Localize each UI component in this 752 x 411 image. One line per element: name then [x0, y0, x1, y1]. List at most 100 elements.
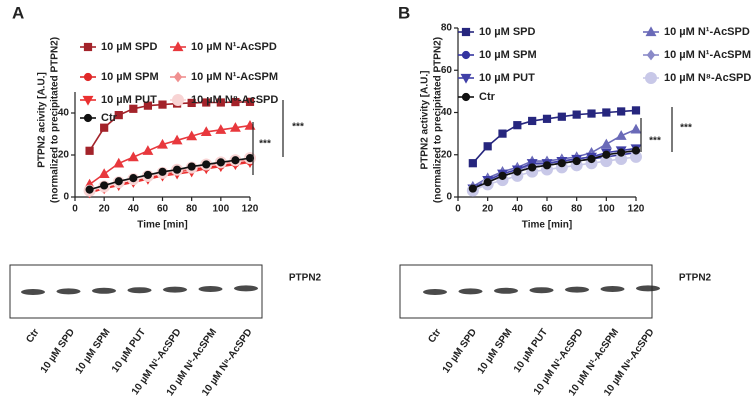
x-tick-label: 100 — [212, 204, 229, 215]
marker — [498, 171, 507, 180]
legend-label: 10 µM N¹-AcSPD — [191, 41, 277, 53]
legend-label: 10 µM PUT — [101, 94, 157, 106]
blot-band — [565, 286, 589, 293]
legend-label: Ctr — [101, 112, 118, 124]
marker — [461, 27, 471, 37]
series-line — [472, 151, 637, 190]
marker — [98, 168, 110, 178]
y-tick-label: 40 — [441, 107, 453, 118]
marker — [127, 151, 139, 162]
blot-band — [56, 288, 81, 295]
y-tick-label: 0 — [446, 192, 452, 203]
marker — [587, 109, 596, 118]
y-axis-label: (normalized to precipitated PTPN2) — [433, 37, 444, 203]
x-tick-label: 60 — [541, 204, 553, 215]
marker — [587, 154, 596, 164]
marker — [646, 49, 656, 61]
marker — [468, 159, 477, 168]
marker — [202, 98, 211, 107]
marker — [600, 138, 612, 149]
legend-label: 10 µM SPM — [101, 71, 159, 83]
marker — [602, 150, 611, 159]
legend-label: 10 µM N¹-AcSPD — [664, 26, 750, 38]
x-tick-label: 0 — [72, 204, 78, 215]
marker — [631, 106, 641, 115]
marker — [142, 145, 154, 155]
panel-label: B — [398, 3, 410, 22]
x-tick-label: 0 — [455, 204, 461, 215]
marker — [114, 111, 123, 120]
marker — [114, 177, 123, 186]
x-axis-label: Time [min] — [522, 220, 572, 231]
legend-label: Ctr — [479, 91, 496, 103]
lane-label: 10 µM SPM — [74, 327, 113, 376]
marker — [187, 98, 196, 108]
marker — [617, 107, 626, 116]
blot-band — [636, 285, 660, 292]
legend-label: 10 µM SPD — [479, 26, 536, 38]
marker — [200, 126, 212, 136]
marker — [645, 72, 657, 84]
lane-label: 10 µM SPM — [476, 327, 515, 376]
x-tick-label: 80 — [571, 204, 583, 215]
lane-label: 10 µM SPD — [441, 327, 479, 375]
blot-band — [234, 285, 258, 292]
blot-band — [494, 287, 518, 294]
marker — [172, 41, 184, 52]
blot-band — [600, 286, 625, 292]
marker — [630, 123, 642, 134]
marker — [572, 110, 581, 119]
x-axis-label: Time [min] — [137, 220, 187, 231]
marker — [100, 181, 109, 190]
blot-band — [198, 286, 223, 292]
y-axis-label: (normalized to precipitated PTPN2) — [50, 37, 61, 203]
legend-label: 10 µM N⁸-AcSPD — [191, 94, 278, 106]
marker — [202, 160, 211, 169]
marker — [231, 156, 240, 165]
blot-band — [458, 288, 483, 295]
blot-label: PTPN2 — [679, 273, 712, 284]
marker — [158, 167, 167, 176]
legend-label: 10 µM N¹-AcSPM — [191, 71, 278, 83]
marker — [231, 97, 240, 107]
marker — [83, 42, 93, 52]
x-tick-label: 40 — [512, 204, 524, 215]
blot-band — [127, 287, 152, 294]
marker — [631, 146, 641, 155]
marker — [215, 124, 227, 134]
marker — [113, 157, 125, 168]
marker — [143, 170, 153, 180]
marker — [157, 138, 168, 149]
marker — [186, 130, 198, 141]
marker — [172, 165, 182, 174]
marker — [216, 98, 225, 107]
y-tick-label: 80 — [441, 23, 453, 34]
blot-band — [163, 286, 187, 293]
marker — [83, 113, 93, 123]
series-line — [472, 109, 637, 164]
y-tick-label: 20 — [58, 150, 70, 161]
significance-label: *** — [680, 123, 692, 134]
marker — [602, 108, 611, 117]
marker — [100, 123, 109, 132]
y-tick-label: 20 — [441, 149, 453, 160]
marker — [129, 104, 138, 113]
y-tick-label: 0 — [63, 192, 69, 203]
lane-label: Ctr — [24, 327, 41, 345]
lane-label: 10 µM SPD — [39, 327, 77, 375]
marker — [171, 134, 183, 145]
marker — [460, 73, 472, 84]
marker — [82, 95, 94, 106]
lane-label: 10 µM PUT — [110, 327, 148, 375]
marker — [172, 94, 184, 106]
marker — [143, 101, 153, 110]
blot-label: PTPN2 — [289, 273, 322, 284]
marker — [483, 142, 492, 151]
marker — [572, 156, 581, 166]
x-tick-label: 80 — [186, 204, 198, 215]
marker — [244, 119, 256, 130]
y-axis-label: PTPN2 activity [A.U.] — [420, 71, 431, 170]
x-tick-label: 20 — [482, 204, 494, 215]
significance-label: *** — [649, 136, 661, 147]
marker — [557, 159, 566, 168]
